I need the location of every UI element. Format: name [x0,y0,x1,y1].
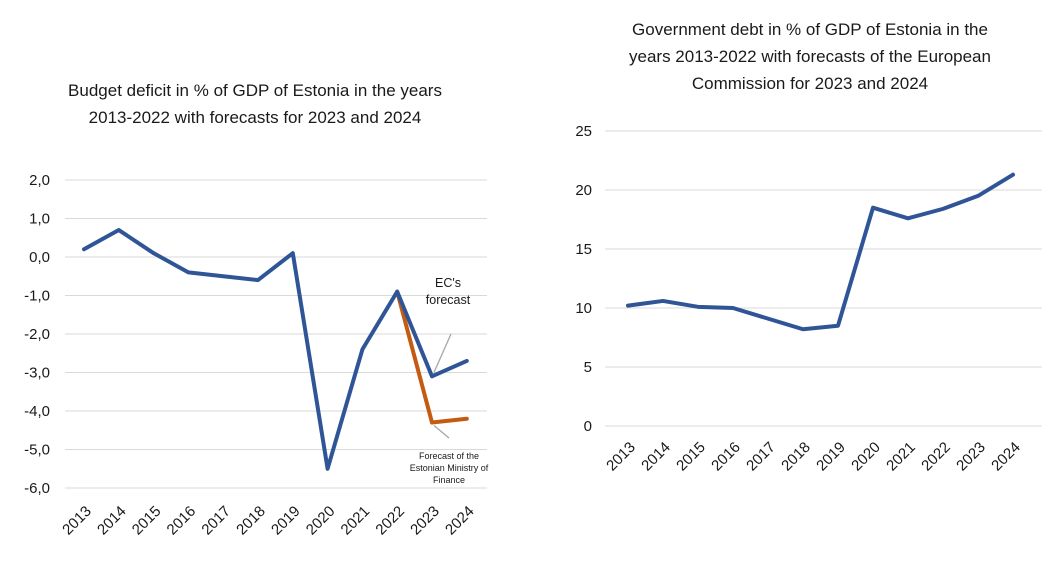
ec-leader-line [433,333,452,373]
x-tick-label: 2021 [338,503,374,539]
y-tick-label: 25 [575,123,592,140]
y-tick-label: 10 [575,300,592,317]
x-tick-label: 2018 [778,439,814,475]
x-tick-label: 2015 [673,439,709,475]
x-tick-label: 2013 [59,503,95,539]
x-tick-label: 2024 [442,503,478,539]
y-tick-label: 5 [584,359,592,376]
y-tick-label: 20 [575,182,592,199]
x-tick-label: 2019 [813,439,849,475]
x-tick-label: 2014 [94,503,130,539]
debt-chart: Government debt in % of GDP of Estonia i… [530,0,1057,563]
x-tick-label: 2015 [129,503,165,539]
x-tick-label: 2021 [883,439,919,475]
series-line-0 [626,172,1015,332]
x-tick-label: 2016 [708,439,744,475]
x-tick-label: 2023 [953,439,989,475]
x-tick-label: 2024 [988,439,1024,475]
y-tick-label: -1,0 [24,288,50,305]
x-tick-label: 2014 [638,439,674,475]
y-tick-label: 15 [575,241,592,258]
x-tick-label: 2022 [918,439,954,475]
ec-forecast-annotation: EC's forecast [425,276,471,307]
y-tick-label: 0,0 [29,249,50,266]
x-tick-label: 2022 [372,503,408,539]
y-tick-label: 0 [584,418,592,435]
ministry-leader-line [433,425,450,439]
chart-title: Budget deficit in % of GDP of Estonia in… [68,81,442,127]
y-tick-label: 1,0 [29,211,50,228]
x-tick-label: 2013 [603,439,639,475]
y-tick-label: -5,0 [24,442,50,459]
y-tick-label: -2,0 [24,326,50,343]
x-tick-label: 2017 [198,503,234,539]
x-tick-label: 2017 [743,439,779,475]
x-tick-label: 2020 [303,503,339,539]
y-tick-label: -3,0 [24,365,50,382]
series-line-0 [82,228,469,471]
chart-title: Government debt in % of GDP of Estonia i… [629,20,991,93]
y-tick-label: -6,0 [24,480,50,497]
x-tick-label: 2023 [407,503,443,539]
x-tick-label: 2020 [848,439,884,475]
ministry-forecast-annotation: Forecast of the Estonian Ministry of Fin… [409,451,489,485]
x-tick-label: 2018 [233,503,269,539]
x-tick-label: 2016 [164,503,200,539]
y-tick-label: -4,0 [24,403,50,420]
x-tick-label: 2019 [268,503,304,539]
series-line-1 [395,289,469,425]
deficit-chart: Budget deficit in % of GDP of Estonia in… [0,0,520,563]
y-tick-label: 2,0 [29,172,50,189]
